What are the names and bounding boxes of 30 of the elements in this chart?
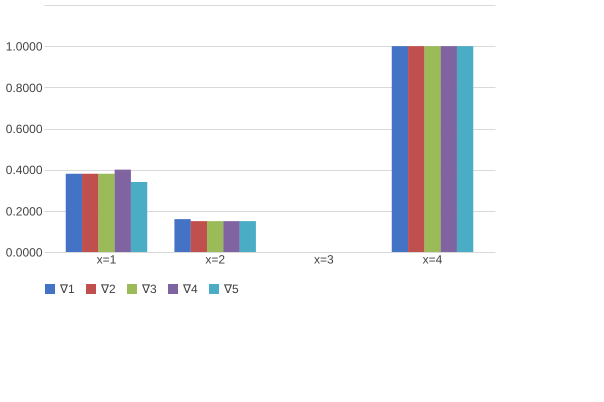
legend-label: ∇3 xyxy=(141,282,157,296)
legend-label: ∇4 xyxy=(182,282,198,296)
bar xyxy=(82,174,98,252)
y-tick-label: 1.0000 xyxy=(6,40,43,54)
bar xyxy=(98,174,115,252)
y-tick-label: 0.4000 xyxy=(6,163,43,178)
bar xyxy=(207,221,224,252)
legend-label: ∇2 xyxy=(100,282,116,296)
bar xyxy=(66,174,82,252)
bar xyxy=(190,221,208,252)
bar xyxy=(456,46,474,252)
x-tick-label: x=4 xyxy=(422,252,443,266)
bar xyxy=(392,46,408,252)
bar xyxy=(440,46,457,252)
bar xyxy=(223,221,240,252)
bar xyxy=(424,46,441,252)
x-tick-label: x=3 xyxy=(314,252,334,266)
x-tick-label: x=1 xyxy=(96,252,117,266)
bar xyxy=(174,219,191,252)
bar xyxy=(130,182,148,252)
bar xyxy=(114,170,131,252)
y-tick-label: 0.6000 xyxy=(6,122,43,136)
x-tick-label: x=2 xyxy=(205,252,226,266)
bar xyxy=(240,221,256,252)
y-tick-label: 0.2000 xyxy=(6,204,43,218)
legend-label: ∇1 xyxy=(59,282,75,296)
y-tick-label: 0.8000 xyxy=(6,80,43,95)
legend-label: ∇5 xyxy=(223,282,239,296)
y-tick-label: 0.0000 xyxy=(6,246,43,260)
bar xyxy=(408,46,424,252)
